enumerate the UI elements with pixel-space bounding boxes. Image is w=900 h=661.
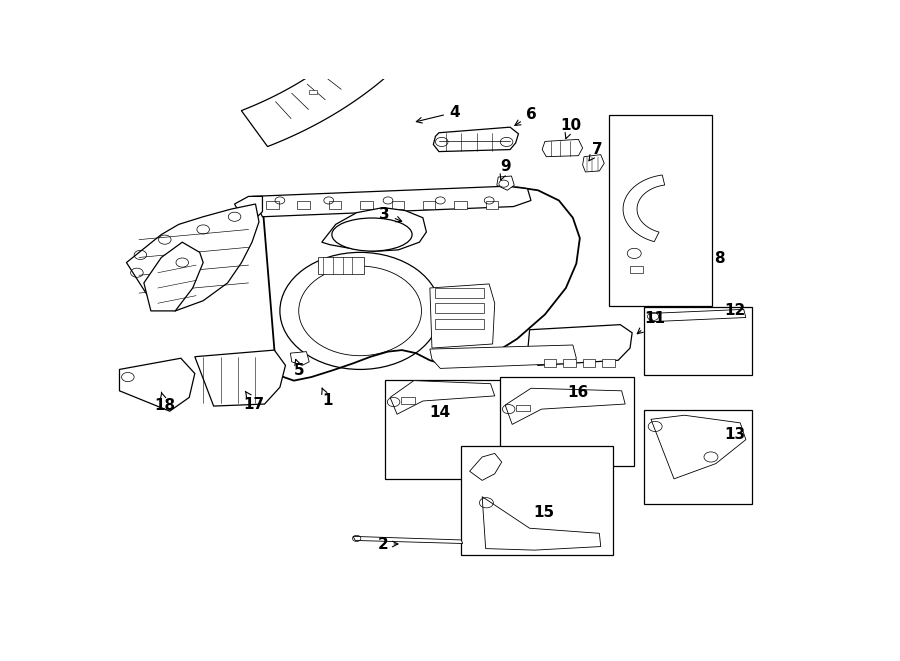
Polygon shape	[430, 345, 576, 368]
Bar	[454, 202, 467, 209]
Bar	[602, 359, 615, 367]
Polygon shape	[144, 242, 203, 311]
Bar	[630, 266, 643, 273]
Polygon shape	[252, 186, 531, 217]
Polygon shape	[120, 358, 194, 411]
Polygon shape	[241, 0, 463, 147]
Polygon shape	[482, 496, 601, 550]
Bar	[374, 38, 382, 42]
Text: 4: 4	[417, 105, 460, 123]
Polygon shape	[623, 175, 665, 242]
Polygon shape	[194, 350, 285, 406]
Polygon shape	[527, 325, 632, 366]
Polygon shape	[263, 187, 580, 381]
Bar	[391, 19, 399, 22]
Text: 15: 15	[533, 506, 554, 520]
Bar	[563, 359, 576, 367]
Bar	[500, 377, 634, 466]
Bar	[400, 397, 415, 404]
Text: 2: 2	[378, 537, 398, 551]
Text: 5: 5	[294, 360, 305, 378]
Polygon shape	[235, 196, 263, 222]
Bar	[384, 379, 516, 479]
Text: 7: 7	[589, 142, 603, 161]
Bar	[328, 202, 341, 209]
Bar	[544, 359, 556, 367]
Text: 9: 9	[500, 159, 511, 180]
Polygon shape	[291, 352, 310, 366]
Polygon shape	[542, 139, 582, 157]
Bar	[297, 202, 310, 209]
Text: 16: 16	[568, 385, 590, 400]
Polygon shape	[505, 388, 626, 424]
Bar	[266, 202, 278, 209]
Polygon shape	[430, 284, 495, 348]
Bar	[436, 319, 484, 329]
Bar	[423, 202, 436, 209]
Bar	[582, 359, 595, 367]
Bar	[319, 258, 364, 274]
Bar	[405, 0, 414, 2]
Bar	[436, 303, 484, 313]
Text: 6: 6	[515, 108, 536, 126]
Bar	[609, 115, 713, 306]
Bar	[486, 202, 499, 209]
Polygon shape	[126, 204, 259, 311]
Polygon shape	[434, 127, 518, 151]
Text: 13: 13	[724, 426, 746, 442]
Polygon shape	[322, 208, 427, 251]
Bar	[360, 202, 373, 209]
Text: 11: 11	[637, 311, 666, 334]
Bar	[461, 446, 613, 555]
Text: 18: 18	[154, 392, 176, 412]
Text: 1: 1	[321, 388, 333, 408]
Bar	[644, 410, 752, 504]
Text: 14: 14	[429, 405, 450, 420]
Polygon shape	[651, 415, 746, 479]
Bar	[644, 307, 752, 375]
Bar	[309, 90, 317, 94]
Text: 8: 8	[714, 251, 724, 266]
Bar	[332, 74, 341, 78]
Polygon shape	[470, 453, 501, 481]
Polygon shape	[650, 309, 746, 322]
Bar	[516, 405, 529, 411]
Text: 17: 17	[244, 391, 265, 412]
Text: 3: 3	[379, 207, 401, 221]
Text: 12: 12	[724, 303, 746, 319]
Polygon shape	[497, 176, 514, 190]
Bar	[436, 288, 484, 298]
Bar	[354, 57, 363, 61]
Ellipse shape	[332, 218, 412, 251]
Text: 10: 10	[560, 118, 581, 139]
Polygon shape	[390, 381, 495, 414]
Polygon shape	[353, 536, 463, 543]
Bar	[392, 202, 404, 209]
Polygon shape	[582, 155, 604, 172]
